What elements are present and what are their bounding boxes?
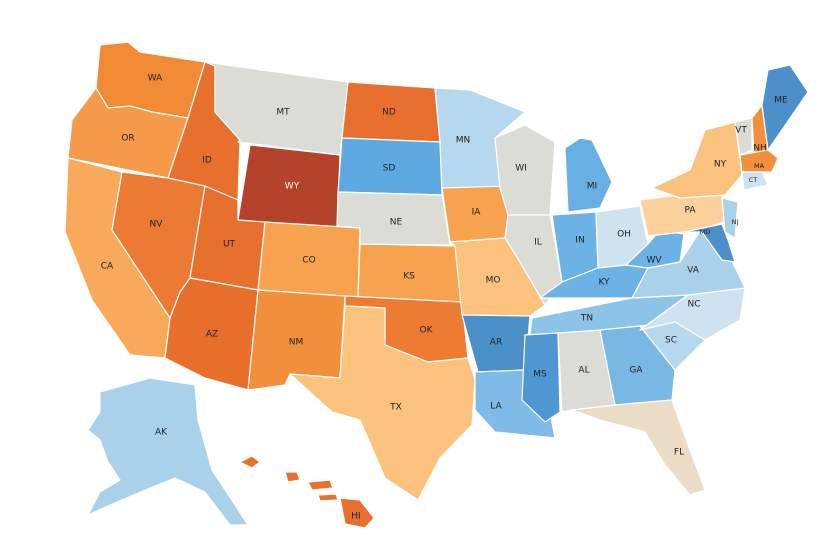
state-IL[interactable] xyxy=(504,214,563,306)
state-HI[interactable] xyxy=(239,455,375,529)
label-UT: UT xyxy=(223,240,236,250)
label-MD: MD xyxy=(700,228,711,236)
label-ND: ND xyxy=(382,108,396,118)
state-NJ[interactable] xyxy=(721,197,739,239)
state-FL[interactable] xyxy=(571,399,706,496)
state-MA[interactable] xyxy=(739,149,779,173)
state-ME[interactable] xyxy=(761,64,809,151)
label-MI: MI xyxy=(587,182,597,192)
label-SC: SC xyxy=(665,336,677,346)
label-MT: MT xyxy=(276,108,290,118)
label-AK: AK xyxy=(155,428,168,438)
state-MS[interactable] xyxy=(521,332,561,423)
label-SD: SD xyxy=(383,164,396,174)
label-AZ: AZ xyxy=(206,330,218,340)
label-CT: CT xyxy=(749,176,758,184)
label-NH: NH xyxy=(753,144,767,154)
label-NY: NY xyxy=(714,160,727,170)
label-AR: AR xyxy=(490,338,502,348)
label-PA: PA xyxy=(684,206,696,216)
label-ID: ID xyxy=(202,156,212,166)
label-CA: CA xyxy=(101,262,114,272)
label-MA: MA xyxy=(754,162,765,170)
label-TN: TN xyxy=(580,314,593,324)
label-NV: NV xyxy=(150,220,164,230)
label-VA: VA xyxy=(687,266,700,276)
label-OH: OH xyxy=(617,230,631,240)
label-WV: WV xyxy=(646,256,662,266)
state-NY[interactable] xyxy=(651,121,743,199)
label-GA: GA xyxy=(629,366,643,376)
label-OK: OK xyxy=(420,326,434,336)
label-VT: VT xyxy=(735,126,747,136)
label-AL: AL xyxy=(578,366,589,376)
label-HI: HI xyxy=(351,512,360,522)
label-MS: MS xyxy=(533,370,547,380)
label-NE: NE xyxy=(390,218,403,228)
state-MD[interactable] xyxy=(683,223,736,263)
label-WY: WY xyxy=(285,182,300,192)
label-FL: FL xyxy=(674,448,684,458)
state-TX[interactable] xyxy=(289,305,476,501)
state-labels: WA OR CA ID NV MT WY UT AZ CO NM ND SD N… xyxy=(101,74,788,522)
label-MN: MN xyxy=(456,136,471,146)
state-VT[interactable] xyxy=(734,117,753,156)
state-WV[interactable] xyxy=(625,229,685,269)
label-LA: LA xyxy=(490,402,502,412)
state-GA[interactable] xyxy=(599,325,676,406)
state-AK[interactable] xyxy=(87,377,249,526)
state-MI[interactable] xyxy=(564,137,613,213)
label-NC: NC xyxy=(687,300,700,310)
label-ME: ME xyxy=(774,96,788,106)
label-TX: TX xyxy=(389,403,402,413)
label-IA: IA xyxy=(472,208,482,218)
label-IL: IL xyxy=(534,238,542,248)
label-KY: KY xyxy=(598,278,610,288)
state-CT[interactable] xyxy=(741,171,769,191)
label-MO: MO xyxy=(486,276,501,286)
label-NM: NM xyxy=(289,338,304,348)
label-WI: WI xyxy=(515,164,527,174)
label-OR: OR xyxy=(121,134,134,144)
label-NJ: NJ xyxy=(732,218,739,226)
label-CO: CO xyxy=(302,256,315,266)
label-KS: KS xyxy=(403,272,415,282)
label-IN: IN xyxy=(575,236,584,246)
label-WA: WA xyxy=(148,74,163,84)
